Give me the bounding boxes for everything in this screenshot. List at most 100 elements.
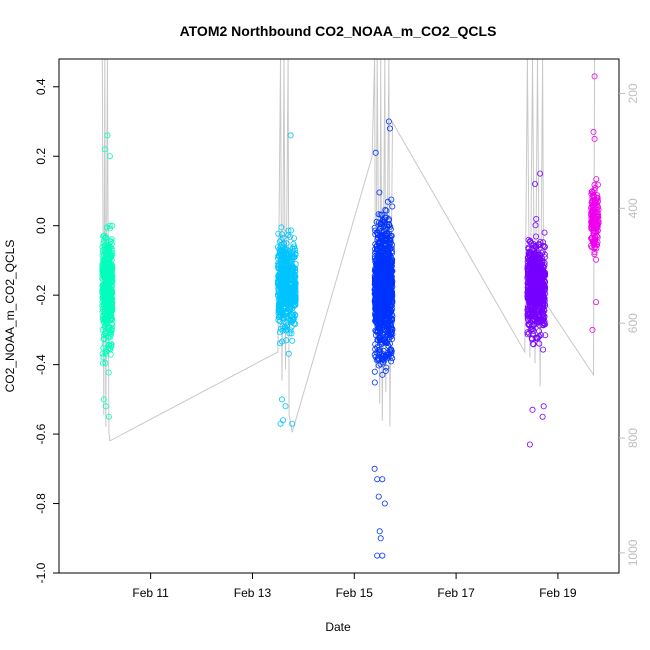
data-point — [591, 207, 598, 214]
data-point — [290, 316, 297, 323]
data-point — [377, 225, 384, 232]
data-point — [286, 330, 293, 337]
y-tick-label: -0.8 — [34, 493, 48, 514]
data-point — [534, 268, 541, 275]
data-point — [286, 304, 293, 311]
data-point — [102, 312, 109, 319]
data-point — [387, 303, 394, 310]
data-point — [387, 233, 394, 240]
data-point — [525, 317, 532, 324]
data-point — [589, 208, 596, 215]
outlier-point — [377, 535, 384, 542]
data-point — [289, 305, 296, 312]
data-point — [385, 288, 392, 295]
data-point — [541, 320, 548, 327]
data-point — [592, 243, 599, 250]
outlier-point — [371, 465, 378, 472]
data-point — [100, 360, 107, 367]
data-point — [289, 251, 296, 258]
data-point — [102, 359, 109, 366]
data-point — [102, 291, 109, 298]
chart-title: ATOM2 Northbound CO2_NOAA_m_CO2_QCLS — [180, 23, 497, 39]
data-point — [380, 255, 387, 262]
data-point — [539, 248, 546, 255]
data-point — [528, 263, 535, 270]
data-point — [286, 288, 293, 295]
data-point — [539, 267, 546, 274]
data-point — [540, 346, 547, 353]
data-point — [275, 262, 282, 269]
data-point — [595, 213, 602, 220]
data-point — [540, 297, 547, 304]
data-point — [107, 225, 114, 232]
data-point — [385, 259, 392, 266]
outlier-point — [386, 125, 393, 132]
data-point — [383, 236, 390, 243]
data-point — [381, 264, 388, 271]
data-point — [292, 284, 299, 291]
outlier-point — [289, 420, 296, 427]
data-point — [280, 240, 287, 247]
data-point — [533, 233, 540, 240]
outlier-point — [540, 403, 547, 410]
y2-tick-label: 400 — [626, 198, 640, 218]
data-point — [285, 255, 292, 262]
data-point — [527, 291, 534, 298]
data-point — [530, 327, 537, 334]
data-point — [100, 256, 107, 263]
data-point — [541, 283, 548, 290]
data-point — [387, 330, 394, 337]
x-tick-label: Feb 13 — [234, 586, 272, 600]
data-point — [384, 268, 391, 275]
data-point — [101, 335, 108, 342]
data-point — [382, 293, 389, 300]
data-point — [594, 223, 601, 230]
data-point — [591, 187, 598, 194]
data-point — [373, 266, 380, 273]
data-point — [537, 287, 544, 294]
x-tick-label: Feb 11 — [132, 586, 169, 600]
data-point — [107, 333, 114, 340]
data-point — [291, 284, 298, 291]
outlier-point — [106, 153, 113, 160]
data-point — [588, 188, 595, 195]
data-point — [276, 329, 283, 336]
data-point — [534, 265, 541, 272]
data-point — [537, 258, 544, 265]
data-point — [285, 232, 292, 239]
outlier-point — [589, 326, 596, 333]
data-point — [387, 353, 394, 360]
outlier-point — [105, 413, 112, 420]
data-point — [106, 222, 113, 229]
data-point — [378, 306, 385, 313]
data-point — [528, 266, 535, 273]
x-tick-label: Feb 19 — [539, 586, 577, 600]
data-point — [108, 341, 115, 348]
data-point — [287, 327, 294, 334]
data-point — [281, 278, 288, 285]
data-point — [282, 320, 289, 327]
data-point — [379, 217, 386, 224]
data-point — [108, 314, 115, 321]
data-point — [104, 249, 111, 256]
data-point — [541, 262, 548, 269]
data-point — [275, 230, 282, 237]
data-point — [375, 356, 382, 363]
y-tick-label: 0.0 — [34, 217, 48, 234]
data-point — [382, 323, 389, 330]
outlier-point — [375, 493, 382, 500]
data-point — [389, 203, 396, 210]
data-point — [279, 338, 286, 345]
data-point — [289, 270, 296, 277]
data-point — [376, 189, 383, 196]
data-point — [285, 227, 292, 234]
data-point — [590, 240, 597, 247]
outlier-point — [379, 476, 386, 483]
data-point — [524, 329, 531, 336]
data-point — [102, 301, 109, 308]
data-point — [276, 252, 283, 259]
outlier-point — [372, 149, 379, 156]
data-point — [285, 252, 292, 259]
data-point — [100, 354, 107, 361]
data-point — [527, 237, 534, 244]
